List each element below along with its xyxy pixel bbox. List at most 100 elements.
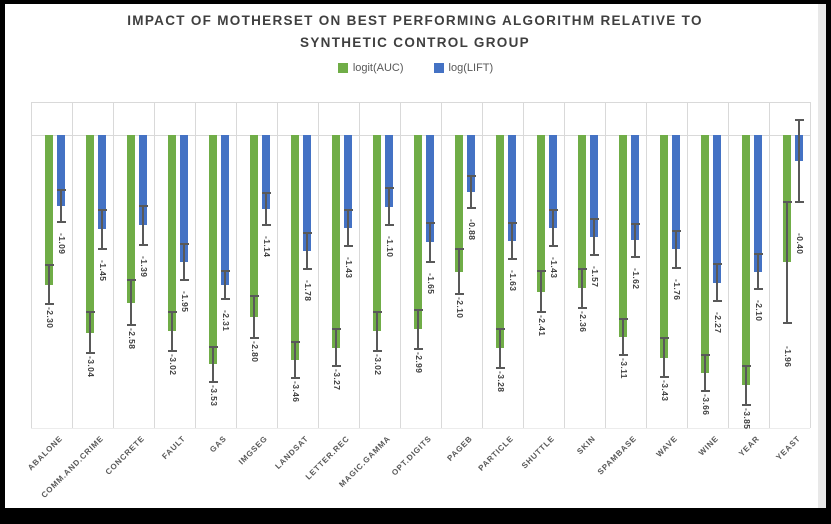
error-bar-cap [507,258,517,261]
error-bar-cap [97,247,107,250]
error-bar-cap [700,353,710,356]
bar[interactable] [86,135,94,333]
error-bar-cap [413,347,423,350]
error-bar-cap [659,376,669,379]
error-bar-cap [466,207,476,210]
bar[interactable] [303,135,311,251]
error-bar [622,318,624,356]
bar[interactable] [754,135,762,272]
legend-item-log-lift[interactable]: log(LIFT) [433,62,494,74]
bar[interactable] [713,135,721,283]
data-label: -3.11 [619,358,629,380]
data-label: -3.53 [209,385,219,407]
bar[interactable] [221,135,229,286]
data-label: -1.09 [57,233,67,255]
error-bar-cap [302,267,312,270]
error-bar [347,209,349,247]
error-bar-cap [138,204,148,207]
bar[interactable] [537,135,545,292]
bar[interactable] [590,135,598,238]
error-bar-cap [425,221,435,224]
error-bar [581,268,583,308]
gridline-vertical [441,102,442,428]
error-bar-cap [44,303,54,305]
bar[interactable] [619,135,627,338]
error-bar-cap [126,278,136,281]
bar[interactable] [45,135,53,285]
error-bar [704,354,706,392]
bar[interactable] [332,135,340,348]
gridline-vertical [646,102,647,428]
error-bar-cap [618,317,628,320]
error-bar [429,222,431,262]
bar[interactable] [127,135,135,303]
error-bar-cap [618,354,628,357]
bar[interactable] [578,135,586,289]
error-bar-cap [425,260,435,263]
gridline-vertical [72,102,73,428]
data-label: -3.85 [742,407,752,430]
bar[interactable] [209,135,217,365]
error-bar-cap [208,345,218,348]
error-bar-cap [548,245,558,248]
error-bar [212,346,214,382]
bar[interactable] [783,135,791,263]
error-bar [142,205,144,245]
error-bar [499,328,501,368]
bar[interactable] [742,135,750,386]
data-label: -2.99 [414,351,424,374]
data-label: -2.10 [754,300,764,322]
bar[interactable] [508,135,516,241]
bar[interactable] [262,135,270,210]
error-bar-cap [208,381,218,383]
chart-legend: logit(AUC) log(LIFT) [0,62,831,74]
gridline-vertical [277,102,278,428]
data-label: -1.14 [262,236,272,258]
gridline-vertical [31,102,32,428]
error-bar-cap [712,299,722,302]
error-bar [552,209,554,247]
bar[interactable] [426,135,434,243]
bar[interactable] [414,135,422,330]
error-bar-cap [536,311,546,314]
bar[interactable] [57,135,65,206]
bar[interactable] [291,135,299,360]
bar[interactable] [250,135,258,317]
bar[interactable] [549,135,557,228]
bar[interactable] [701,135,709,373]
chart-title: IMPACT OF MOTHERSET ON BEST PERFORMING A… [127,13,703,50]
error-bar-cap [466,174,476,177]
bar[interactable] [168,135,176,332]
gridline-vertical [359,102,360,428]
bar[interactable] [660,135,668,358]
error-bar-cap [454,247,464,250]
error-bar-cap [372,349,382,352]
bar[interactable] [344,135,352,228]
bar[interactable] [385,135,393,207]
bar[interactable] [467,135,475,193]
bar[interactable] [180,135,188,262]
bar[interactable] [455,135,463,272]
data-label: -3.04 [86,356,96,378]
bar[interactable] [139,135,147,226]
gridline-vertical [605,102,606,428]
error-bar-cap [630,255,640,258]
bar[interactable] [373,135,381,332]
bar[interactable] [496,135,504,349]
legend-item-logit-auc[interactable]: logit(AUC) [337,62,404,74]
error-bar-cap [589,254,599,257]
bar[interactable] [672,135,680,250]
bar[interactable] [631,135,639,241]
error-bar [335,329,337,366]
data-label: -2.36 [578,310,588,333]
data-label: -1.57 [590,266,600,288]
data-label: -2.27 [713,311,723,334]
legend-label: logit(AUC) [352,62,404,74]
gridline-vertical [113,102,114,428]
error-bar-cap [179,278,189,281]
legend-label: log(LIFT) [448,62,494,74]
data-label: -2.31 [221,310,231,332]
error-bar [224,270,226,300]
bar[interactable] [98,135,106,230]
data-label: -1.78 [303,279,313,302]
